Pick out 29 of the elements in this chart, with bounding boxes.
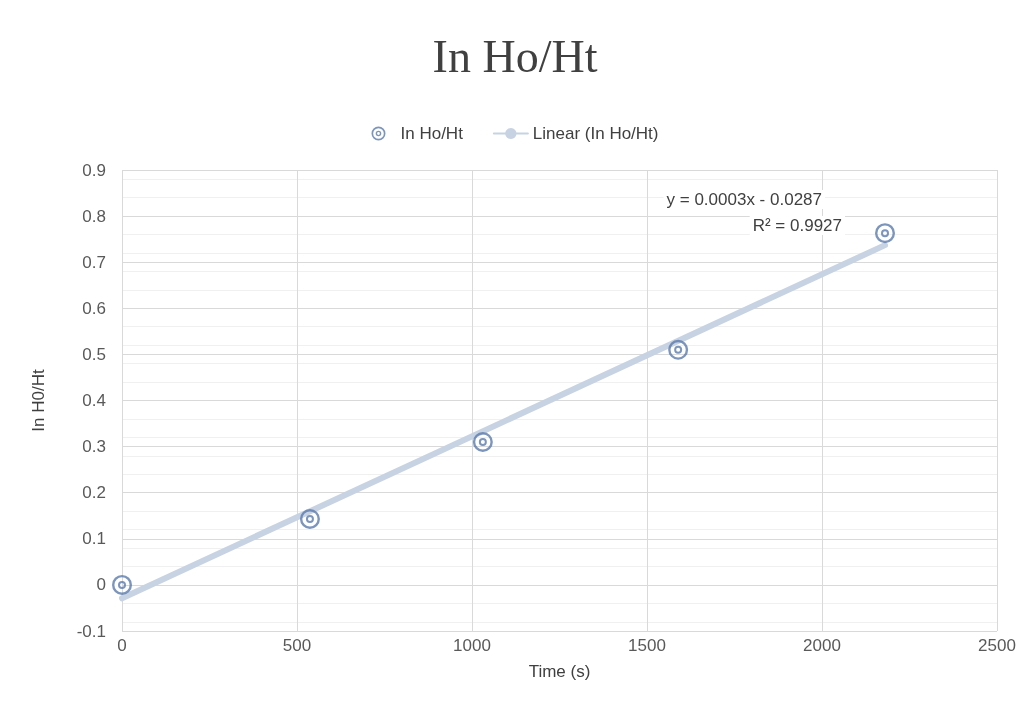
x-tick-label: 1000 [453,636,491,655]
x-tick-label: 2000 [803,636,841,655]
point [668,339,689,360]
y-tick-label: 0.5 [82,344,106,364]
x-axis-title: Time (s) [528,662,591,681]
y-tick-label: 0.1 [82,529,106,549]
y-tick-label: 0.7 [82,252,106,272]
y-tick-label: 0 [96,575,106,595]
y-tick-label: 0.6 [82,298,106,318]
y-tick-label: 0.9 [82,160,106,180]
y-tick-label: 0.2 [82,483,106,503]
point [875,223,895,244]
chart-title: In Ho/Ht [432,30,598,82]
x-tick-label: 2500 [978,636,1016,655]
y-tick-label: 0.3 [82,437,106,457]
legend-label: Linear (In Ho/Ht) [532,124,659,143]
y-tick-label: 0.4 [82,391,106,410]
x-tick-label: 0 [117,636,127,655]
point [112,574,132,595]
x-tick-label: 1500 [628,636,666,655]
y-tick-label: 0.8 [82,206,106,226]
point [472,431,493,452]
annotation: y = 0.0003x - 0.0287 [666,190,823,209]
x-tick-label: 500 [282,636,312,655]
point [299,508,320,529]
annotation: R² = 0.9927 [752,216,842,235]
y-axis-title: In H0/Ht [29,369,48,432]
y-tick-label: -0.1 [76,621,106,641]
legend-label: In Ho/Ht [400,124,464,143]
